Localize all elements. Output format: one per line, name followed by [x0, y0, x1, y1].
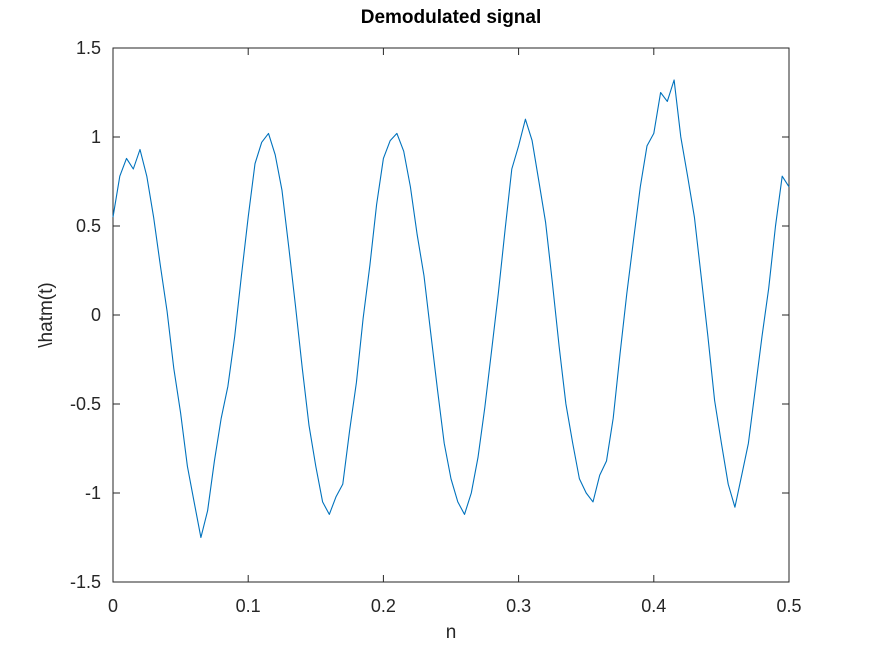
- plot-frame: [112, 47, 790, 583]
- x-axis-ticks: 0 0.1 0.2 0.3 0.4 0.5: [108, 48, 802, 616]
- y-tick-label: -1.5: [70, 572, 101, 592]
- x-axis-label: n: [446, 622, 457, 643]
- y-tick-label: 1: [91, 127, 101, 147]
- x-tick-label: 0.5: [776, 596, 801, 616]
- series-layer: [112, 79, 790, 539]
- x-tick-label: 0: [108, 596, 118, 616]
- x-tick-label: 0.4: [641, 596, 666, 616]
- y-tick-label: -1: [85, 483, 101, 503]
- x-tick-label: 0.2: [371, 596, 396, 616]
- chart-title: Demodulated signal: [361, 7, 542, 28]
- x-tick-label: 0.1: [236, 596, 261, 616]
- y-axis-label: \hatm(t): [36, 282, 57, 347]
- y-tick-label: 0: [91, 305, 101, 325]
- y-tick-label: -0.5: [70, 394, 101, 414]
- plot-area: 0 0.1 0.2 0.3 0.4 0.5 -1.5 -1 -0.5 0 0.5 1 1.5: [70, 38, 802, 616]
- series-line-0: [112, 79, 790, 539]
- y-axis-ticks: -1.5 -1 -0.5 0 0.5 1 1.5: [70, 38, 789, 592]
- y-tick-label: 0.5: [76, 216, 101, 236]
- y-tick-label: 1.5: [76, 38, 101, 58]
- x-tick-label: 0.3: [506, 596, 531, 616]
